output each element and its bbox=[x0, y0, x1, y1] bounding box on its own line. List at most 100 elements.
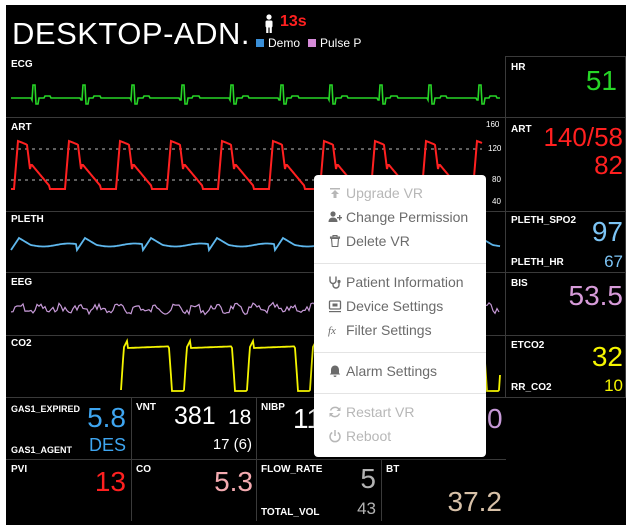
trash-icon bbox=[329, 234, 341, 248]
pleth-panel[interactable]: PLETH_SPO2 97 PLETH_HR 67 bbox=[505, 211, 626, 273]
gas-expired-label: GAS1_EXPIRED bbox=[11, 404, 81, 414]
art-mean: 82 bbox=[594, 150, 623, 180]
menu-item-label: Change Permission bbox=[346, 209, 469, 225]
upload-icon bbox=[330, 188, 340, 198]
refresh-icon bbox=[329, 406, 341, 418]
art-label: ART bbox=[11, 122, 32, 133]
gas-agent-label: GAS1_AGENT bbox=[11, 445, 73, 455]
rr-co2-label: RR_CO2 bbox=[511, 382, 552, 393]
bis-value: 53.5 bbox=[568, 280, 624, 311]
divider bbox=[6, 117, 506, 118]
art-scale-120: 120 bbox=[488, 144, 502, 153]
menu-item-upgrade-vr[interactable]: Upgrade VR bbox=[328, 185, 423, 201]
bt-panel[interactable]: BT 37.2 bbox=[381, 459, 506, 521]
power-icon bbox=[329, 430, 341, 443]
bis-label: BIS bbox=[511, 278, 528, 289]
ecg-waveform bbox=[11, 84, 500, 105]
co-panel[interactable]: CO 5.3 bbox=[131, 459, 256, 521]
menu-item-filter-settings[interactable]: fx Filter Settings bbox=[328, 322, 432, 338]
co-value: 5.3 bbox=[214, 466, 253, 497]
gas-panel[interactable]: GAS1_EXPIRED 5.8 GAS1_AGENT DES bbox=[6, 397, 131, 459]
vnt-label: VNT bbox=[136, 402, 156, 413]
user-plus-icon bbox=[328, 211, 342, 222]
pleth-hr-label: PLETH_HR bbox=[511, 257, 564, 268]
total-vol-value: 43 bbox=[357, 499, 376, 518]
flow-panel[interactable]: FLOW_RATE 5 TOTAL_VOL 43 bbox=[256, 459, 381, 521]
person-icon bbox=[265, 14, 273, 33]
menu-separator bbox=[314, 352, 486, 353]
gas-agent-value: DES bbox=[88, 435, 126, 455]
ecg-label: ECG bbox=[11, 59, 33, 70]
divider bbox=[256, 397, 257, 521]
session-timer: 13s bbox=[280, 13, 307, 30]
hr-value: 51 bbox=[585, 65, 617, 96]
divider bbox=[381, 459, 382, 521]
nibp-label: NIBP bbox=[261, 402, 285, 413]
menu-separator bbox=[314, 393, 486, 394]
menu-item-device-settings[interactable]: Device Settings bbox=[328, 298, 443, 314]
bt-label: BT bbox=[386, 464, 400, 475]
menu-item-alarm-settings[interactable]: Alarm Settings bbox=[328, 363, 437, 379]
co2-label: CO2 bbox=[11, 338, 32, 349]
legend-pulse: Pulse P bbox=[308, 36, 361, 50]
art-scale-160: 160 bbox=[486, 120, 500, 129]
pleth-label: PLETH bbox=[11, 214, 44, 225]
divider bbox=[6, 211, 506, 212]
spo2-label: PLETH_SPO2 bbox=[511, 215, 577, 226]
pulse-swatch bbox=[308, 39, 316, 47]
menu-item-patient-information[interactable]: Patient Information bbox=[328, 274, 464, 290]
divider bbox=[131, 397, 132, 521]
vnt-rate: 18 bbox=[228, 406, 252, 429]
device-title: DESKTOP-ADN. bbox=[12, 16, 250, 51]
art-panel[interactable]: ART 140/58 82 bbox=[505, 117, 626, 212]
menu-item-label: Patient Information bbox=[346, 274, 464, 290]
divider bbox=[6, 272, 506, 273]
menu-item-delete-vr[interactable]: Delete VR bbox=[328, 233, 410, 249]
spo2-value: 97 bbox=[591, 216, 623, 247]
eeg-label: EEG bbox=[11, 277, 33, 288]
menu-item-label: Restart VR bbox=[346, 404, 415, 420]
vnt-panel[interactable]: VNT 381 18 17 (6) bbox=[131, 397, 256, 459]
legend-label: Pulse P bbox=[320, 36, 362, 50]
co-label: CO bbox=[136, 464, 151, 475]
divider bbox=[6, 335, 506, 336]
art-scale-40: 40 bbox=[492, 197, 501, 206]
pleth-hr-value: 67 bbox=[604, 252, 623, 271]
legend-label: Demo bbox=[268, 36, 301, 50]
menu-item-change-permission[interactable]: Change Permission bbox=[328, 209, 468, 225]
menu-item-label: Delete VR bbox=[346, 233, 410, 249]
menu-item-label: Device Settings bbox=[346, 298, 444, 314]
total-vol-label: TOTAL_VOL bbox=[261, 507, 320, 518]
function-icon: fx bbox=[328, 325, 336, 337]
menu-separator bbox=[314, 263, 486, 264]
art-scale-80: 80 bbox=[492, 175, 501, 184]
menu-item-restart-vr[interactable]: Restart VR bbox=[328, 404, 414, 420]
stethoscope-icon bbox=[329, 276, 341, 289]
art-vital-label: ART bbox=[511, 124, 532, 135]
rr-co2-value: 10 bbox=[604, 376, 623, 395]
hr-label: HR bbox=[511, 62, 526, 73]
menu-item-label: Upgrade VR bbox=[346, 185, 424, 201]
etco2-panel[interactable]: ETCO2 32 RR_CO2 10 bbox=[505, 335, 626, 398]
menu-item-label: Filter Settings bbox=[346, 322, 432, 338]
pvi-label: PVI bbox=[11, 464, 28, 475]
hr-panel[interactable]: HR 51 bbox=[505, 56, 626, 118]
gas-expired-value: 5.8 bbox=[87, 402, 126, 433]
etco2-value: 32 bbox=[591, 341, 623, 372]
device-icon bbox=[328, 300, 342, 313]
context-menu: Upgrade VR Change Permission Delete VR P… bbox=[314, 175, 486, 457]
pvi-panel[interactable]: PVI 13 bbox=[6, 459, 131, 521]
bell-icon bbox=[329, 365, 341, 377]
etco2-label: ETCO2 bbox=[511, 340, 545, 351]
flow-rate-value: 5 bbox=[360, 463, 376, 494]
vnt-pressure: 17 (6) bbox=[212, 436, 252, 453]
menu-item-label: Reboot bbox=[346, 428, 392, 444]
pvi-value: 13 bbox=[94, 466, 126, 497]
demo-swatch bbox=[256, 39, 264, 47]
bt-value: 37.2 bbox=[447, 486, 503, 517]
svg-text:fx: fx bbox=[328, 325, 336, 337]
bis-panel[interactable]: BIS 53.5 bbox=[505, 272, 626, 336]
vnt-tidal-volume: 381 bbox=[174, 402, 216, 430]
legend-demo: Demo bbox=[256, 36, 300, 50]
menu-item-reboot[interactable]: Reboot bbox=[328, 428, 391, 444]
